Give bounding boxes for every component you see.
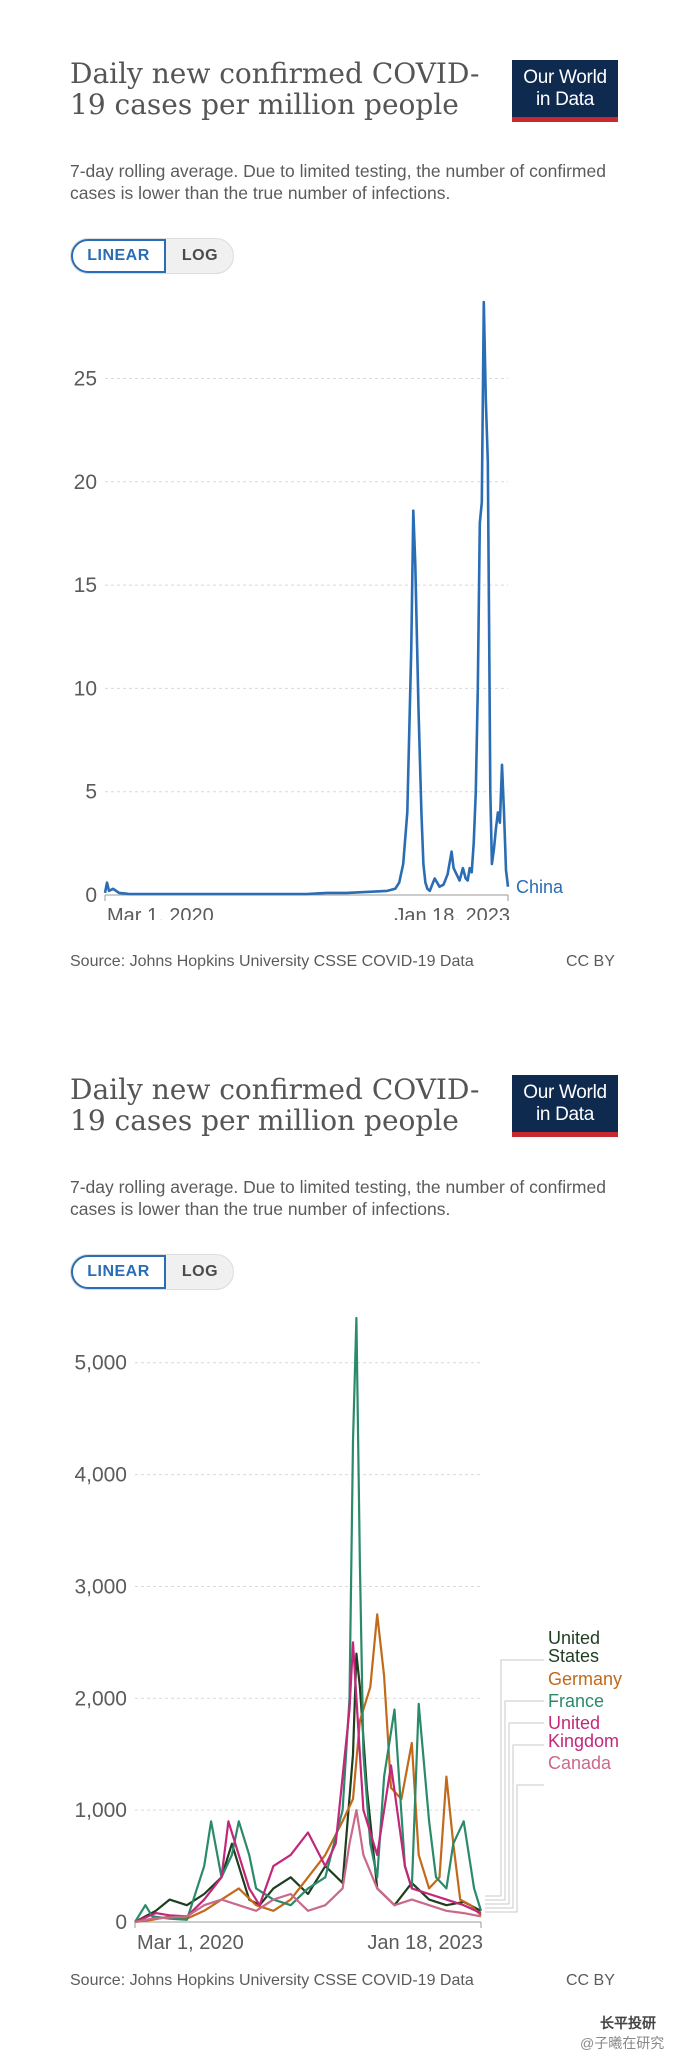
legend-label: Canada [548,1753,612,1773]
owid-logo[interactable]: Our World in Data [512,1075,618,1137]
logo-line1: Our World [523,1082,607,1103]
series-line-france [134,1316,483,1923]
legend-label: United [548,1713,600,1733]
x-tick-label: Jan 18, 2023 [394,905,510,920]
chart-subtitle: 7-day rolling average. Due to limited te… [70,1177,606,1219]
series-line-germany [134,1613,482,1924]
legend-label: States [548,1646,599,1666]
legend-connector [485,1722,544,1905]
series-line-canada [134,1808,482,1924]
license-link[interactable]: CC BY [566,953,615,970]
series-line-united-kingdom [134,1641,482,1924]
logo-line2: in Data [535,1104,595,1125]
x-tick-label: Jan 18, 2023 [367,1932,483,1954]
legend-label: France [548,1691,604,1711]
legend-connector [485,1700,544,1901]
chart-title: Daily new confirmed COVID-19 cases per m… [70,1073,480,1137]
x-tick-label: Mar 1, 2020 [107,905,214,920]
y-tick-label: 15 [74,574,97,597]
legend-connector [485,1784,544,1913]
owid-logo[interactable]: Our World in Data [512,60,618,122]
legend-label: Germany [548,1669,622,1689]
linear-scale-button[interactable]: LINEAR [71,1255,166,1289]
chart-subtitle: 7-day rolling average. Due to limited te… [70,161,606,203]
legend-label: United [548,1628,600,1648]
logo-bar [512,117,618,122]
y-tick-label: 0 [85,884,97,907]
y-tick-label: 1,000 [74,1799,127,1822]
scale-toggle: LINEAR LOG [70,1254,234,1290]
y-tick-label: 5,000 [74,1352,127,1375]
legend-label: Kingdom [548,1731,619,1751]
legend-connector [485,1659,544,1897]
watermark-line1: 长平投研 [600,2015,656,2031]
legend-connector [485,1744,544,1909]
y-tick-label: 5 [85,781,97,804]
y-tick-label: 25 [74,367,97,390]
y-tick-label: 3,000 [74,1575,127,1598]
chart-panel-china: Daily new confirmed COVID-19 cases per m… [0,0,690,1020]
source-note: Source: Johns Hopkins University CSSE CO… [70,1972,474,1989]
line-chart-comparison: 0 1,000 2,000 3,000 4,000 5,000 Mar 1, 2020 Jan… [74,1316,622,1954]
y-tick-label: 2,000 [74,1687,127,1710]
y-tick-label: 10 [74,677,97,700]
x-tick-label: Mar 1, 2020 [137,1932,244,1954]
series-line-united-states [134,1652,482,1923]
source-note: Source: Johns Hopkins University CSSE CO… [70,953,474,970]
y-tick-label: 20 [74,471,97,494]
logo-bar [512,1132,618,1137]
y-tick-label: 0 [115,1911,127,1934]
linear-scale-button[interactable]: LINEAR [71,239,166,273]
scale-toggle: LINEAR LOG [70,238,234,274]
y-tick-label: 4,000 [74,1464,127,1487]
legend-label-china: China [516,877,564,897]
license-link[interactable]: CC BY [566,1972,615,1989]
log-scale-button[interactable]: LOG [181,247,219,264]
log-scale-button[interactable]: LOG [181,1263,219,1280]
watermark-line2: @子曦在研究 [580,2035,665,2051]
chart-title: Daily new confirmed COVID-19 cases per m… [70,57,480,121]
series-line-china [103,300,510,896]
chart-panel-comparison: Daily new confirmed COVID-19 cases per m… [0,1012,690,2053]
logo-line2: in Data [535,89,595,110]
logo-line1: Our World [523,67,607,88]
line-chart-china: 0 5 10 15 20 25 Mar 1, 2020 Jan 18, 2023 China [74,300,564,920]
